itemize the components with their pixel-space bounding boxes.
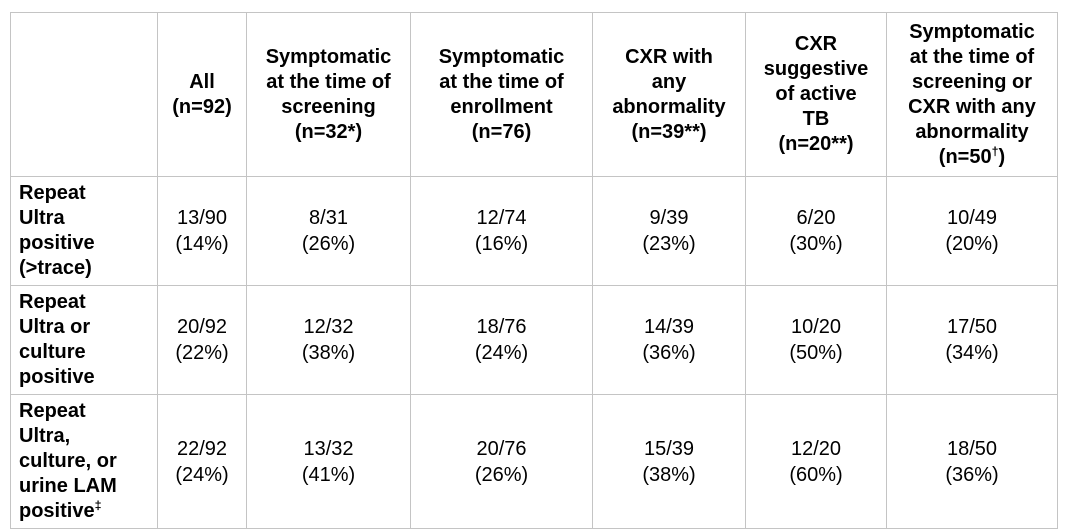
cell-percent: (36%) [642, 342, 696, 364]
row-label: Repeat Ultra positive (>trace) [10, 176, 158, 286]
header-col-all: All (n=92) [157, 12, 247, 177]
cell-fraction: 9/39 [649, 207, 689, 229]
row-label-text: Repeat Ultra or culture positive [19, 291, 95, 388]
header-col-cxr-active-tb: CXR suggestive of active TB (n=20**) [745, 12, 887, 177]
header-title: Symptomatic at the time of enrollment [438, 45, 565, 118]
cell-fraction: 8/31 [309, 207, 348, 229]
header-n-text: (n=39**) [631, 120, 707, 143]
cell-percent: (60%) [789, 463, 843, 486]
data-cell: 12/32 (38%) [246, 285, 411, 395]
header-col-symptomatic-enrollment: Symptomatic at the time of enrollment (n… [410, 12, 593, 177]
header-col-cxr-abnormality: CXR with any abnormality (n=39**) [592, 12, 746, 177]
header-n-count: (n=76) [413, 120, 590, 145]
row-label: Repeat Ultra, culture, or urine LAM posi… [10, 394, 158, 529]
cell-percent: (38%) [301, 342, 356, 364]
table-row-repeat-ultra-positive: Repeat Ultra positive (>trace) 13/90 (14%… [10, 176, 1058, 286]
cell-fraction: 6/20 [796, 207, 836, 229]
cell-percent: (24%) [175, 463, 229, 486]
page: All (n=92) Symptomatic at the time of sc… [10, 12, 1058, 529]
cell-fraction: 12/74 [476, 207, 527, 229]
cell-fraction: 10/20 [790, 316, 842, 338]
data-cell: 12/20 (60%) [745, 394, 887, 529]
cell-fraction: 18/50 [946, 437, 998, 460]
cell-fraction: 15/39 [643, 437, 695, 460]
data-cell: 20/76 (26%) [410, 394, 593, 529]
cell-fraction: 17/50 [946, 316, 998, 338]
cell-fraction: 14/39 [643, 316, 695, 338]
cell-percent: (30%) [789, 233, 843, 255]
data-cell: 17/50 (34%) [886, 285, 1058, 395]
cell-fraction: 13/90 [176, 207, 228, 229]
header-n-count: (n=50†) [889, 145, 1055, 170]
header-n-text: (n=50 [938, 145, 992, 168]
header-title: Symptomatic at the time of screening [265, 45, 392, 118]
data-cell: 20/92 (22%) [157, 285, 247, 395]
data-cell: 22/92 (24%) [157, 394, 247, 529]
cell-percent: (14%) [175, 233, 229, 255]
row-label: Repeat Ultra or culture positive [10, 285, 158, 395]
table-row-repeat-ultra-culture-or-lam: Repeat Ultra, culture, or urine LAM posi… [10, 394, 1058, 529]
row-label-text: Repeat Ultra, culture, or urine LAM posi… [19, 400, 117, 522]
header-col-symptomatic-screening: Symptomatic at the time of screening (n=… [246, 12, 411, 177]
cell-percent: (26%) [474, 463, 529, 486]
header-title: Symptomatic at the time of screening or … [908, 20, 1036, 143]
cell-percent: (24%) [474, 342, 529, 364]
header-n-superscript: † [991, 143, 999, 158]
cell-fraction: 10/49 [946, 207, 998, 229]
header-n-count: (n=32*) [249, 120, 408, 145]
data-cell: 15/39 (38%) [592, 394, 746, 529]
data-cell: 18/50 (36%) [886, 394, 1058, 529]
row-label-superscript: ‡ [94, 498, 102, 513]
cell-percent: (36%) [945, 463, 999, 486]
cell-percent: (38%) [642, 463, 696, 486]
data-cell: 6/20 (30%) [745, 176, 887, 286]
header-title: All [189, 70, 215, 93]
cell-percent: (22%) [175, 342, 229, 364]
cell-percent: (26%) [301, 233, 356, 255]
cell-fraction: 12/32 [303, 316, 354, 338]
data-cell: 9/39 (23%) [592, 176, 746, 286]
header-n-count: (n=39**) [595, 120, 743, 145]
data-cell: 13/90 (14%) [157, 176, 247, 286]
cell-percent: (20%) [945, 233, 999, 255]
cell-fraction: 12/20 [790, 437, 842, 460]
cell-fraction: 18/76 [476, 316, 527, 338]
header-row: All (n=92) Symptomatic at the time of sc… [10, 12, 1058, 177]
header-n-text: (n=92) [172, 95, 232, 118]
cell-fraction: 22/92 [176, 437, 228, 460]
cell-fraction: 20/92 [176, 316, 228, 338]
data-cell: 8/31 (26%) [246, 176, 411, 286]
cell-percent: (50%) [789, 342, 843, 364]
header-n-text: (n=20**) [778, 133, 854, 155]
header-n-text: (n=76) [471, 120, 532, 143]
cell-percent: (41%) [301, 463, 356, 486]
data-cell: 18/76 (24%) [410, 285, 593, 395]
header-title: CXR suggestive of active TB [763, 33, 869, 130]
data-cell: 14/39 (36%) [592, 285, 746, 395]
row-label-text: Repeat Ultra positive (>trace) [19, 182, 95, 279]
header-title: CXR with any abnormality [612, 45, 726, 118]
table-row-repeat-ultra-or-culture: Repeat Ultra or culture positive 20/92 (2… [10, 285, 1058, 395]
cell-fraction: 20/76 [476, 437, 527, 460]
cell-percent: (23%) [642, 233, 696, 255]
header-col-symptomatic-or-cxr: Symptomatic at the time of screening or … [886, 12, 1058, 177]
header-corner-cell [10, 12, 158, 177]
data-cell: 10/20 (50%) [745, 285, 887, 395]
cell-percent: (34%) [945, 342, 999, 364]
header-n-count: (n=92) [160, 95, 244, 120]
cell-fraction: 13/32 [303, 437, 354, 460]
results-table: All (n=92) Symptomatic at the time of sc… [10, 12, 1058, 529]
data-cell: 10/49 (20%) [886, 176, 1058, 286]
header-n-close: ) [998, 145, 1006, 168]
data-cell: 12/74 (16%) [410, 176, 593, 286]
data-cell: 13/32 (41%) [246, 394, 411, 529]
header-n-text: (n=32*) [294, 120, 363, 143]
cell-percent: (16%) [474, 233, 529, 255]
header-n-count: (n=20**) [748, 132, 884, 157]
